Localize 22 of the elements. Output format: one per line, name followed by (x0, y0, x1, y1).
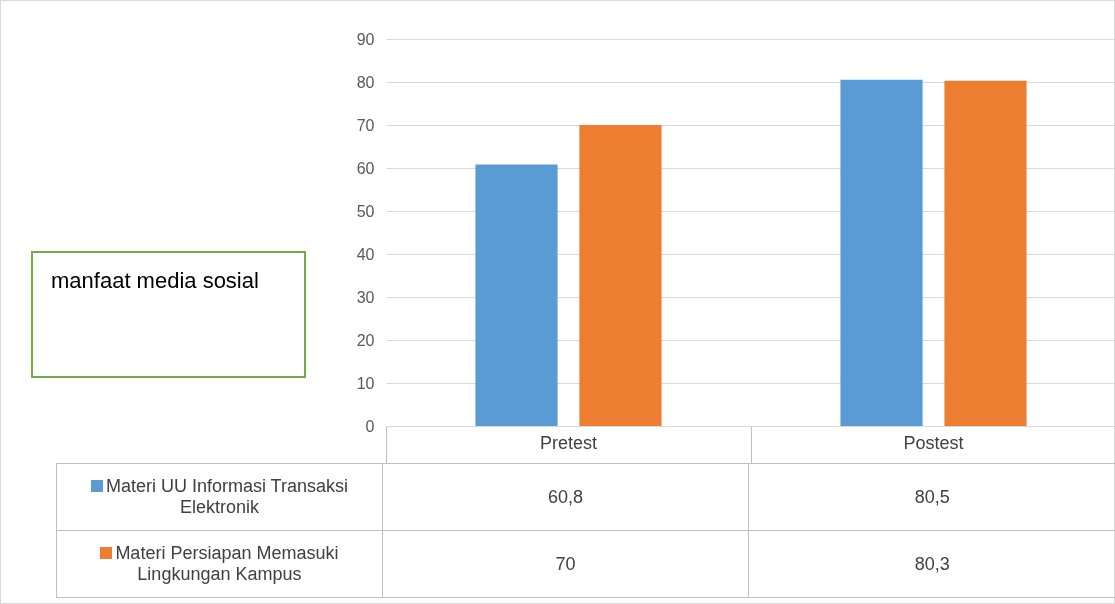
data-label: 80,3 (748, 530, 1115, 598)
bar (840, 79, 923, 426)
x-tick-label: Postest (903, 432, 964, 453)
y-tick-label: 10 (356, 374, 375, 392)
legend-label: Materi UU Informasi Transaksi Elektronik (56, 463, 383, 531)
y-tick-label: 50 (356, 202, 375, 220)
y-tick-label: 0 (365, 417, 375, 435)
bar (475, 164, 558, 426)
y-tick-label: 20 (356, 331, 375, 349)
legend-label: Materi Persiapan Memasuki Lingkungan Kampus (56, 530, 383, 598)
data-label: 60,8 (382, 463, 749, 531)
data-label: 80,5 (748, 463, 1115, 531)
y-tick-label: 30 (356, 288, 375, 306)
y-tick-label: 60 (356, 159, 375, 177)
y-tick-label: 80 (356, 73, 375, 91)
bar (944, 80, 1027, 426)
text: manfaat media sosial (31, 251, 306, 378)
bar (579, 125, 662, 426)
y-tick-label: 90 (356, 30, 375, 48)
y-tick-label: 70 (356, 116, 375, 134)
y-tick-label: 40 (356, 245, 375, 263)
x-tick-label: Pretest (539, 432, 598, 453)
